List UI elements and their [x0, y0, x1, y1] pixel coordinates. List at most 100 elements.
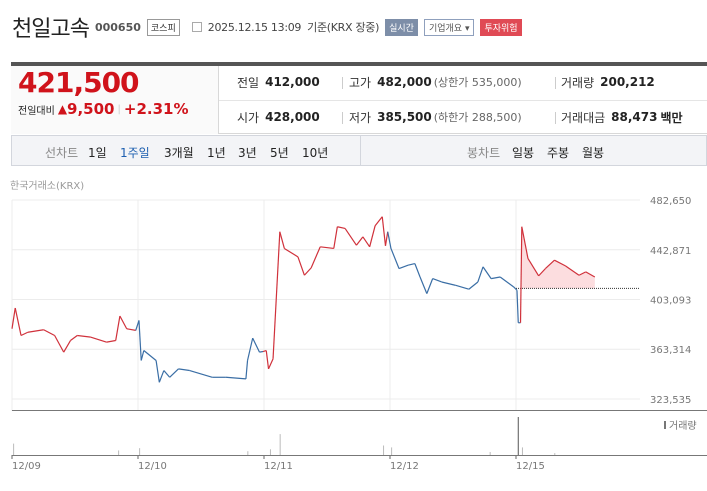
- price-line-segment: [398, 264, 409, 270]
- price-line-segment: [272, 231, 281, 359]
- price-line-segment: [554, 259, 566, 267]
- prev-value: 412,000: [265, 75, 320, 89]
- price-line-segment: [337, 226, 346, 230]
- price-line-segment: [432, 278, 442, 283]
- price-line-segment: [252, 337, 261, 353]
- price-line-segment: [90, 336, 107, 343]
- x-tick-label: 12/12: [390, 461, 419, 472]
- investment-warning-badge: 투자위험: [480, 18, 522, 36]
- price-line-segment: [70, 335, 78, 341]
- price-line-segment: [491, 276, 501, 280]
- row-divider: [219, 100, 707, 101]
- x-tick-label: 12/11: [264, 461, 293, 472]
- upper-limit: (상한가 535,000): [433, 76, 522, 89]
- price-line-segment: [158, 370, 165, 383]
- trade-amount: 거래대금 88,473 백만: [561, 99, 683, 135]
- lower-limit: (하한가 288,500): [433, 111, 522, 124]
- tab-daily[interactable]: 일봉: [512, 146, 535, 160]
- price-line-segment: [43, 329, 55, 337]
- price-line-segment: [499, 276, 515, 288]
- volume-legend-marker: [664, 421, 666, 429]
- x-tick-label: 12/10: [138, 461, 167, 472]
- low-label: 저가: [349, 110, 372, 125]
- price-line-segment: [245, 360, 249, 379]
- price-line-segment: [374, 216, 383, 227]
- low: 저가 385,500 (하한가 288,500): [349, 99, 522, 135]
- volume-legend-label: 거래량: [669, 420, 697, 432]
- tab-3m[interactable]: 3개월: [164, 146, 194, 160]
- open-value: 428,000: [265, 110, 320, 124]
- price-line-segment: [77, 334, 91, 338]
- x-tick-label: 12/15: [516, 461, 545, 472]
- price-line-segment: [419, 276, 428, 294]
- realtime-button[interactable]: 실시간: [385, 18, 418, 36]
- tab-weekly[interactable]: 주봉: [547, 146, 570, 160]
- tab-1y[interactable]: 1년: [207, 146, 226, 160]
- price-line-segment: [14, 307, 22, 336]
- price-line-segment: [138, 320, 142, 361]
- tab-10y[interactable]: 10년: [302, 146, 329, 160]
- price-line-segment: [265, 350, 270, 369]
- y-tick-label: 363,314: [650, 345, 691, 356]
- price-line-segment: [369, 225, 376, 247]
- high-label: 고가: [349, 75, 372, 90]
- company-info-label: 기업개요: [428, 23, 463, 34]
- current-price-box: 421,500 전일대비 ▲ 9,500 | +2.31%: [11, 66, 219, 134]
- price-line-segment: [387, 231, 392, 249]
- price-line-segment: [513, 286, 518, 291]
- price-line-segment: [519, 226, 523, 323]
- price-line-segment: [544, 259, 555, 270]
- y-tick-label: 323,535: [650, 395, 691, 406]
- amount-label: 거래대금: [561, 110, 606, 125]
- price-line-segment: [284, 247, 299, 258]
- price-line-segment: [516, 290, 519, 323]
- amount-value: 88,473: [611, 110, 658, 124]
- company-info-dropdown[interactable]: 기업개요 ▾: [423, 18, 475, 36]
- price-line-segment: [297, 256, 305, 276]
- change-row: 전일대비 ▲ 9,500 | +2.31%: [18, 100, 189, 118]
- tab-3y[interactable]: 3년: [238, 146, 257, 160]
- tab-1d[interactable]: 1일: [88, 146, 107, 160]
- calendar-icon: [191, 22, 202, 32]
- y-tick-label: 403,093: [650, 295, 691, 306]
- price-line-segment: [320, 246, 334, 250]
- price-line-segment: [106, 339, 116, 343]
- x-tick-label: 12/09: [12, 461, 41, 472]
- chart-tabs: 선차트 1일 1주일 3개월 1년 3년 5년 10년 봉차트 일봉 주봉 월봉: [11, 135, 707, 166]
- volume: 거래량 200,212: [561, 64, 655, 100]
- header-divider: [11, 62, 707, 66]
- price-line-segment: [189, 369, 213, 378]
- tab-1w[interactable]: 1주일: [120, 146, 150, 160]
- tab-monthly[interactable]: 월봉: [582, 146, 605, 160]
- chevron-down-icon: ▾: [464, 23, 470, 34]
- up-arrow-icon: ▲: [57, 102, 68, 116]
- price-area-fill: [521, 226, 595, 289]
- price-line-segment: [407, 263, 416, 266]
- change-percent: +2.31%: [123, 100, 189, 118]
- price-line-segment: [115, 315, 121, 341]
- data-source: 한국거래소(KRX): [10, 181, 85, 192]
- volume-value: 200,212: [600, 75, 655, 89]
- price-line-segment: [163, 370, 171, 378]
- change-label: 전일대비: [18, 105, 55, 117]
- price-line-segment: [468, 281, 479, 290]
- price-line-segment: [310, 246, 321, 269]
- stock-code: 000650: [94, 20, 141, 34]
- price-line-segment: [119, 315, 128, 330]
- price-line-segment: [303, 267, 312, 276]
- change-value: 9,500: [67, 100, 115, 118]
- price-line-segment: [538, 268, 546, 277]
- price-line-segment: [267, 358, 274, 370]
- price-line-segment: [441, 281, 456, 286]
- price-line-segment: [135, 320, 140, 331]
- open-label: 시가: [237, 110, 260, 125]
- price-line-segment: [355, 236, 364, 246]
- price-line-segment: [246, 338, 254, 361]
- price-line-segment: [20, 331, 29, 337]
- tab-5y[interactable]: 5년: [270, 146, 289, 160]
- basis: 기준(KRX 장중): [307, 21, 380, 34]
- price-line-segment: [362, 236, 371, 248]
- market-badge: 코스피: [146, 18, 180, 36]
- stock-header: 천일고속 000650 코스피 2025.12.15 13:09 기준(KRX …: [12, 12, 522, 42]
